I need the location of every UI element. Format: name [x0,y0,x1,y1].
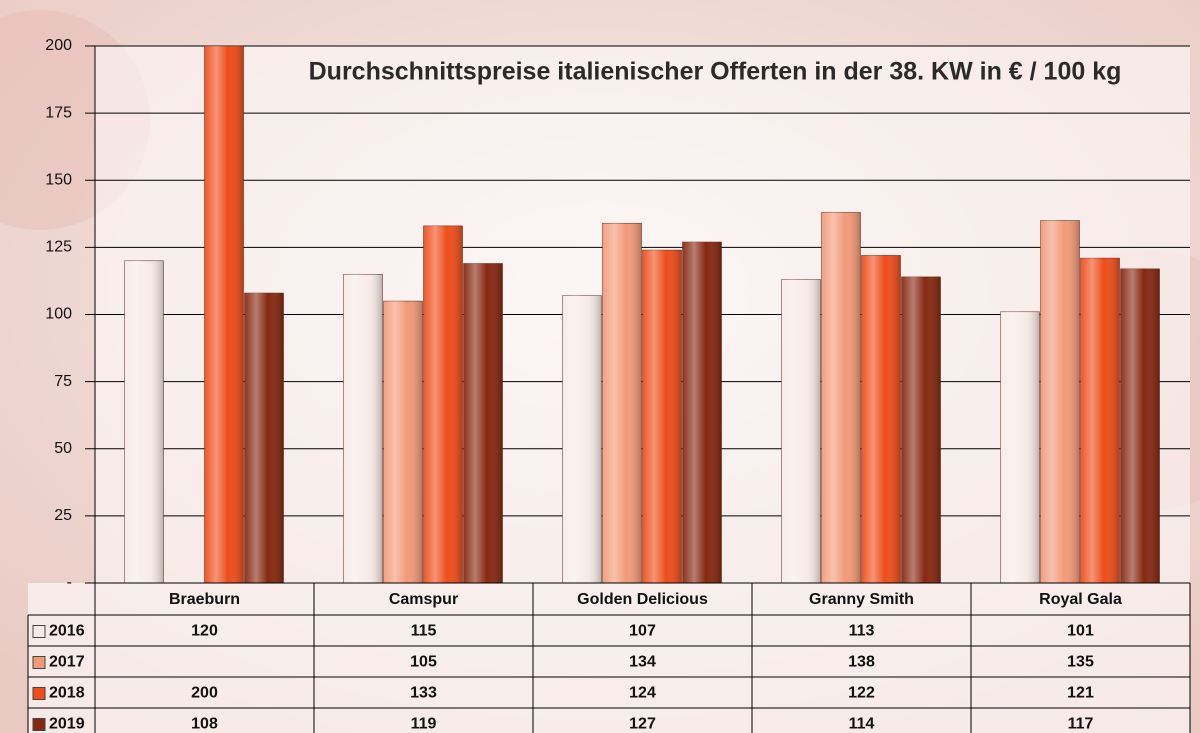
table-value: 134 [629,654,656,671]
table-value: 135 [1067,654,1094,671]
table-value: 122 [848,685,875,702]
y-tick-label: - [67,574,72,591]
y-tick-label: 75 [54,373,72,390]
table-value: 200 [191,685,218,702]
legend-label: 2017 [49,654,85,671]
table-value: 108 [191,716,218,733]
table-value: 119 [411,716,437,733]
bar-shade [1080,258,1120,583]
table-value: 107 [629,623,656,640]
x-tick-label: Camspur [389,591,458,608]
table-value: 114 [849,716,875,733]
y-tick-label: 150 [45,171,72,188]
bar-shade [781,279,821,583]
table-value: 117 [1068,716,1094,733]
table-value: 124 [629,685,656,702]
y-tick-label: 175 [45,104,72,121]
table-value: 121 [1067,685,1094,702]
y-tick-label: 100 [45,306,72,323]
bar-shade [463,263,503,583]
x-tick-label: Golden Delicious [577,591,708,608]
bar-shade [642,250,682,583]
legend-label: 2016 [49,623,85,640]
bar-shade [901,276,941,583]
bar-shade [383,301,423,583]
bar-shade [204,46,244,583]
bar-shade [124,260,164,583]
table-value: 120 [191,623,218,640]
y-tick-label: 125 [45,239,72,256]
bar-shade [602,223,642,583]
table-value: 138 [848,654,875,671]
x-tick-label: Royal Gala [1039,591,1122,608]
bar-shade [423,225,463,583]
y-tick-label: 25 [54,507,72,524]
legend-swatch [32,687,46,700]
bar-shade [1120,268,1160,583]
bar-shade [1040,220,1080,583]
legend-label: 2019 [49,716,85,733]
chart-title: Durchschnittspreise italienischer Offert… [309,58,1122,86]
y-tick-label: 50 [54,440,72,457]
bar-shade [861,255,901,583]
bar-shade [562,295,602,583]
y-tick-label: 200 [45,37,72,54]
legend-swatch [32,625,46,638]
legend-swatch [32,718,46,731]
table-value: 101 [1067,623,1094,640]
x-tick-label: Braeburn [169,591,240,608]
bar-shade [343,274,383,583]
table-value: 133 [410,685,437,702]
x-tick-label: Granny Smith [809,591,914,608]
legend-swatch [32,656,46,669]
table-value: 105 [410,654,437,671]
table-value: 113 [849,623,875,640]
bar-shade [1000,311,1040,583]
bar-shade [821,212,861,583]
table-value: 115 [411,623,437,640]
bar-shade [682,242,722,583]
bar-shade [244,293,284,583]
legend-label: 2018 [49,685,85,702]
table-value: 127 [629,716,656,733]
